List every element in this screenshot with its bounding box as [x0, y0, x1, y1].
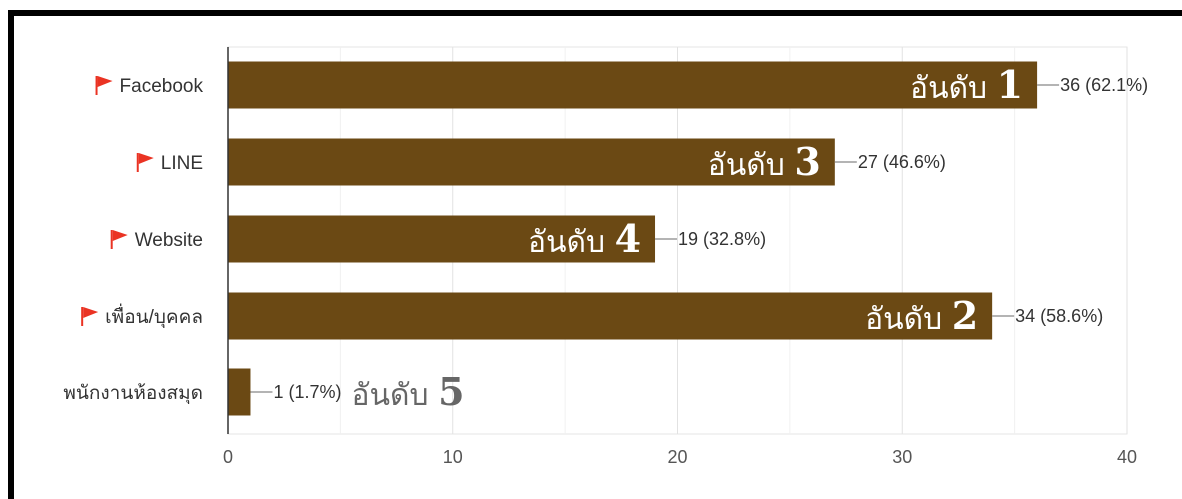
rank-label: อันดับ 5	[352, 369, 465, 414]
category-label: LINE	[161, 153, 203, 174]
rank-label: อันดับ 3	[708, 139, 821, 184]
flag-icon	[136, 153, 154, 172]
rank-label: อันดับ 2	[865, 293, 978, 338]
x-tick-label: 20	[667, 447, 687, 467]
rank-number: 4	[615, 216, 641, 261]
x-tick-label: 30	[892, 447, 912, 467]
rank-number: 1	[997, 62, 1023, 107]
rank-label: อันดับ 4	[528, 216, 641, 261]
axes: 0 10 20 30 40	[223, 47, 1137, 467]
x-tick-label: 0	[223, 447, 233, 467]
flag-cloth	[138, 153, 154, 164]
category-label: Website	[135, 230, 203, 251]
flag-icon	[95, 76, 113, 95]
data-label: 34 (58.6%)	[1015, 306, 1103, 326]
bar	[228, 368, 251, 416]
data-label: 36 (62.1%)	[1060, 75, 1148, 95]
rank-number: 5	[438, 369, 464, 414]
rank-word: อันดับ	[352, 378, 439, 413]
bars	[228, 61, 1038, 416]
rank-label: อันดับ 1	[910, 62, 1023, 107]
data-label: 1 (1.7%)	[273, 382, 341, 402]
bar	[228, 215, 656, 263]
rank-number: 3	[794, 139, 820, 184]
data-label: 27 (46.6%)	[858, 152, 946, 172]
rank-word: อันดับ	[865, 302, 952, 337]
flag-cloth	[112, 230, 128, 241]
x-tick-label: 10	[443, 447, 463, 467]
flag-cloth	[97, 76, 113, 87]
x-tick-label: 40	[1117, 447, 1137, 467]
rank-number: 2	[952, 293, 978, 338]
flag-icon	[81, 307, 99, 326]
bar	[228, 61, 1038, 109]
rank-word: อันดับ	[910, 71, 997, 106]
bar	[228, 138, 835, 186]
category-label: พนักงานห้องสมุด	[63, 383, 203, 405]
flag-cloth	[83, 307, 99, 318]
category-label: Facebook	[120, 76, 204, 97]
flag-icon	[110, 230, 128, 249]
labels: 36 (62.1%) Facebook อันดับ 1 27 (46.6%) LINE…	[63, 62, 1148, 414]
category-label: เพื่อน/บุคคล	[105, 303, 203, 329]
data-label: 19 (32.8%)	[678, 229, 766, 249]
bar	[228, 292, 993, 340]
rank-word: อันดับ	[708, 148, 795, 183]
rank-word: อันดับ	[528, 225, 615, 260]
